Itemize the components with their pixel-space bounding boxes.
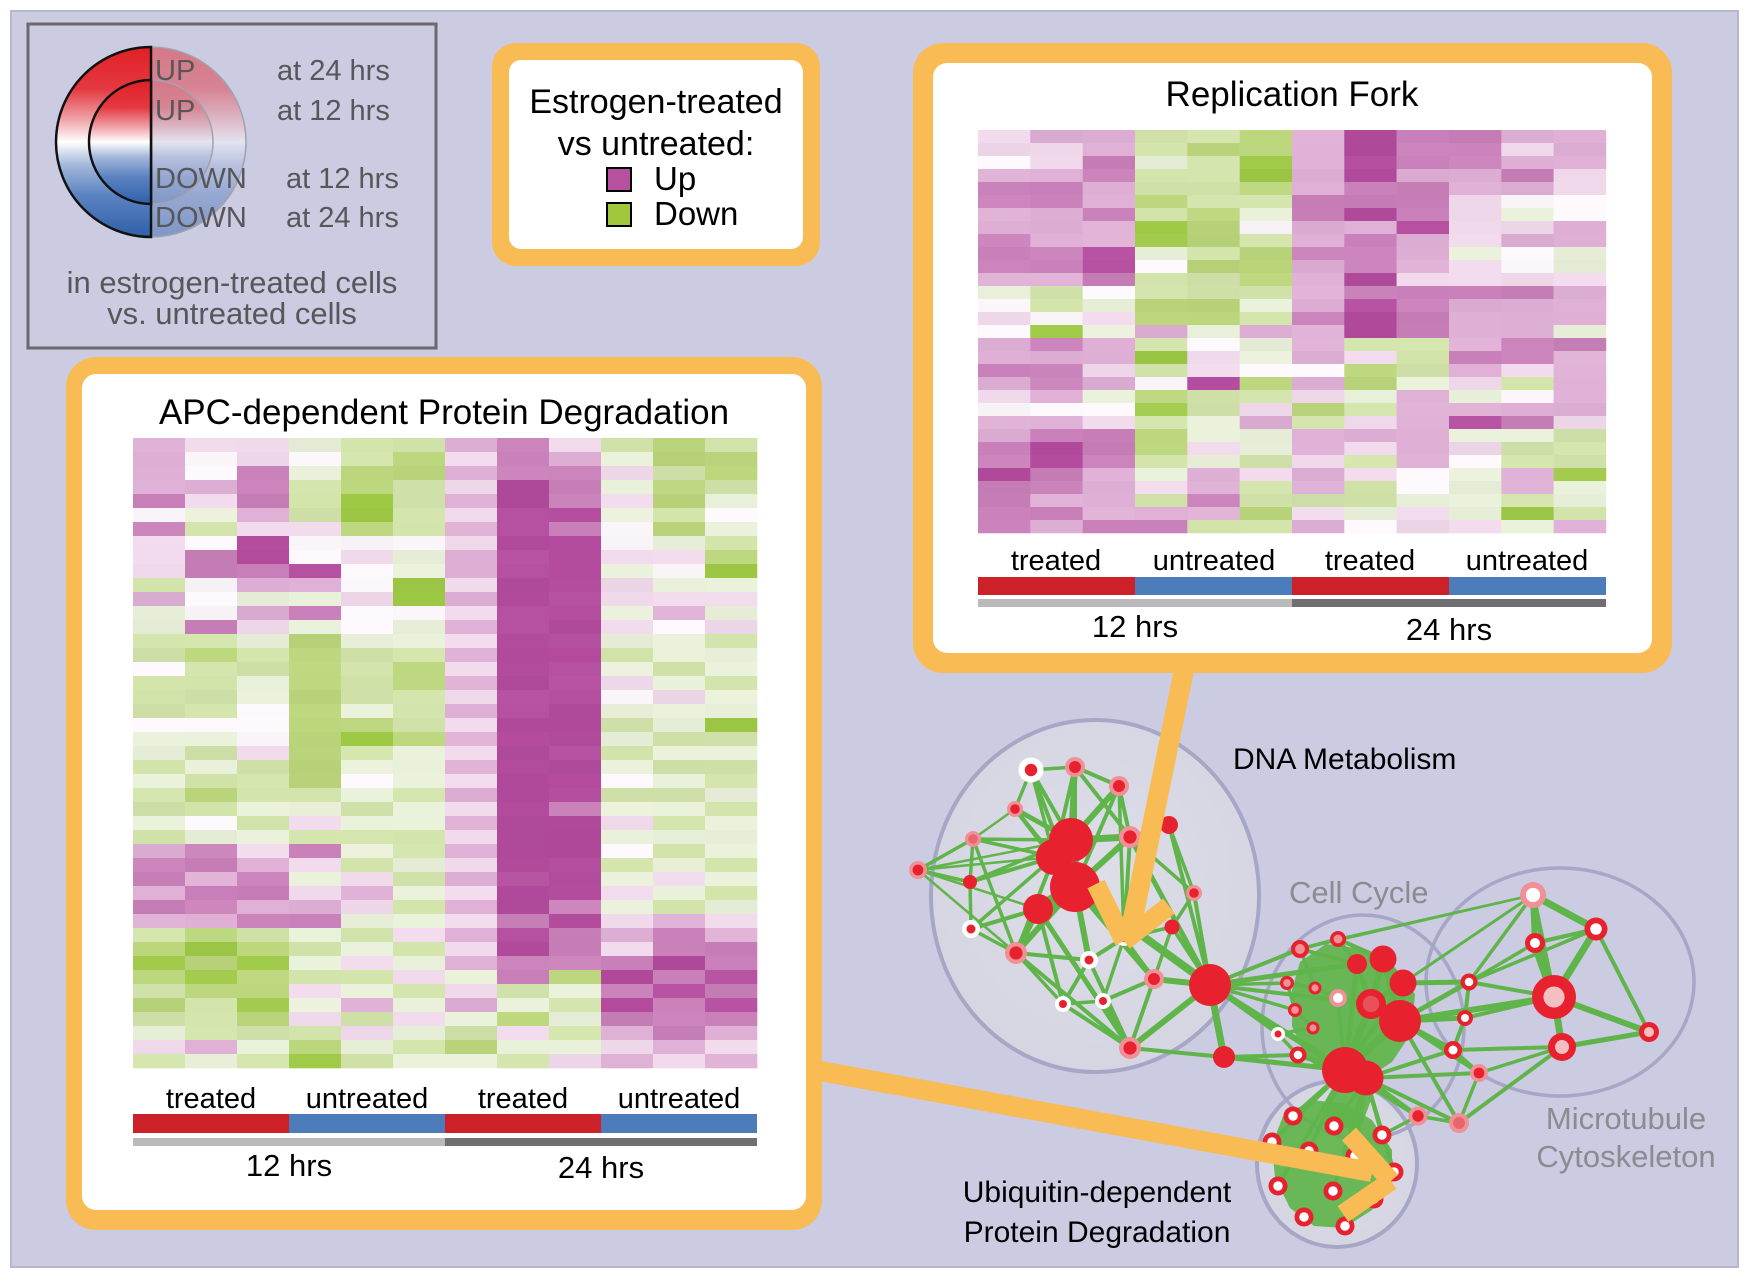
svg-text:at 12 hrs: at 12 hrs: [286, 163, 399, 195]
svg-text:untreated: untreated: [1153, 545, 1276, 577]
svg-text:Estrogen-treated: Estrogen-treated: [529, 83, 782, 121]
svg-text:at 24 hrs: at 24 hrs: [277, 55, 390, 87]
svg-text:treated: treated: [1011, 545, 1101, 577]
svg-text:vs untreated:: vs untreated:: [558, 125, 755, 163]
svg-text:at 12 hrs: at 12 hrs: [277, 95, 390, 127]
svg-text:UP: UP: [155, 55, 195, 87]
svg-text:treated: treated: [166, 1083, 256, 1115]
svg-text:Protein Degradation: Protein Degradation: [964, 1216, 1231, 1249]
svg-text:untreated: untreated: [618, 1083, 741, 1115]
svg-text:24 hrs: 24 hrs: [1406, 612, 1492, 647]
svg-text:12 hrs: 12 hrs: [1092, 609, 1178, 644]
svg-text:12 hrs: 12 hrs: [246, 1148, 332, 1183]
svg-text:DOWN: DOWN: [155, 163, 247, 195]
svg-text:DOWN: DOWN: [155, 202, 247, 234]
svg-text:at 24 hrs: at 24 hrs: [286, 202, 399, 234]
svg-text:treated: treated: [478, 1083, 568, 1115]
svg-text:in estrogen-treated cells: in estrogen-treated cells: [67, 265, 398, 300]
svg-text:treated: treated: [1325, 545, 1415, 577]
svg-text:Up: Up: [654, 160, 696, 197]
svg-text:Microtubule: Microtubule: [1546, 1101, 1706, 1136]
svg-text:untreated: untreated: [306, 1083, 429, 1115]
svg-text:Cytoskeleton: Cytoskeleton: [1536, 1139, 1715, 1174]
svg-text:Replication Fork: Replication Fork: [1166, 75, 1419, 114]
svg-text:DNA Metabolism: DNA Metabolism: [1233, 743, 1456, 776]
svg-text:vs. untreated cells: vs. untreated cells: [107, 296, 357, 331]
svg-text:untreated: untreated: [1466, 545, 1589, 577]
svg-text:UP: UP: [155, 95, 195, 127]
svg-text:24 hrs: 24 hrs: [558, 1150, 644, 1185]
svg-text:Cell Cycle: Cell Cycle: [1289, 875, 1429, 910]
svg-text:Down: Down: [654, 195, 738, 232]
svg-text:APC-dependent Protein Degradat: APC-dependent Protein Degradation: [159, 393, 729, 432]
svg-text:Ubiquitin-dependent: Ubiquitin-dependent: [963, 1176, 1232, 1209]
